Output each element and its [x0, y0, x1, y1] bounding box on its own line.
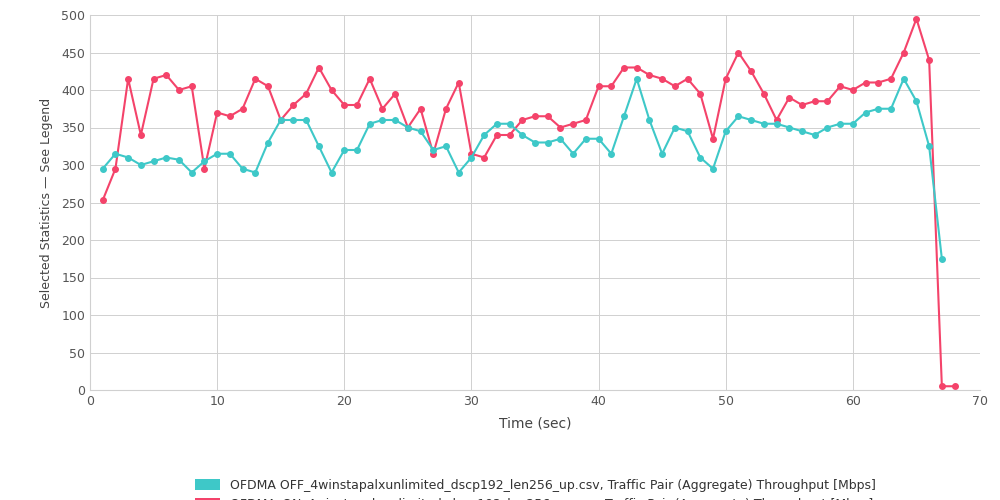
X-axis label: Time (sec): Time (sec) — [499, 416, 571, 430]
Y-axis label: Selected Statistics — See Legend: Selected Statistics — See Legend — [40, 98, 53, 308]
Legend: OFDMA OFF_4winstapalxunlimited_dscp192_len256_up.csv, Traffic Pair (Aggregate) T: OFDMA OFF_4winstapalxunlimited_dscp192_l… — [195, 479, 875, 500]
